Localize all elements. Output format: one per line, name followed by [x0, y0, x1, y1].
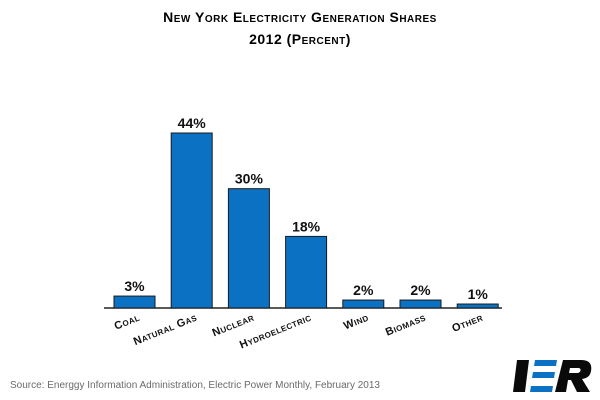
bar-biomass — [399, 299, 442, 309]
bar-nuclear — [227, 188, 270, 309]
tick-label-other: Other — [450, 312, 484, 335]
data-label-natural-gas: 44% — [178, 115, 207, 131]
ier-logo — [513, 360, 592, 392]
tick-label-biomass: Biomass — [384, 312, 428, 339]
chart-title: New York Electricity Generation Shares — [163, 9, 437, 25]
bar-natural-gas — [170, 132, 213, 309]
chart-subtitle: 2012 (Percent) — [249, 31, 351, 47]
tick-label-natural-gas: Natural Gas — [132, 312, 199, 348]
data-label-hydroelectric: 18% — [292, 218, 321, 234]
bar-coal — [113, 295, 156, 309]
bar-hydroelectric — [285, 235, 328, 309]
source-note: Source: Energgy Information Administrati… — [10, 380, 380, 391]
tick-label-wind: Wind — [342, 312, 370, 333]
data-label-other: 1% — [468, 286, 489, 302]
bar-wind — [342, 299, 385, 309]
data-label-wind: 2% — [353, 282, 374, 298]
bar-other — [456, 303, 499, 309]
data-label-nuclear: 30% — [235, 171, 264, 187]
tick-label-coal: Coal — [113, 312, 142, 333]
data-label-coal: 3% — [124, 278, 145, 294]
data-label-biomass: 2% — [410, 282, 431, 298]
